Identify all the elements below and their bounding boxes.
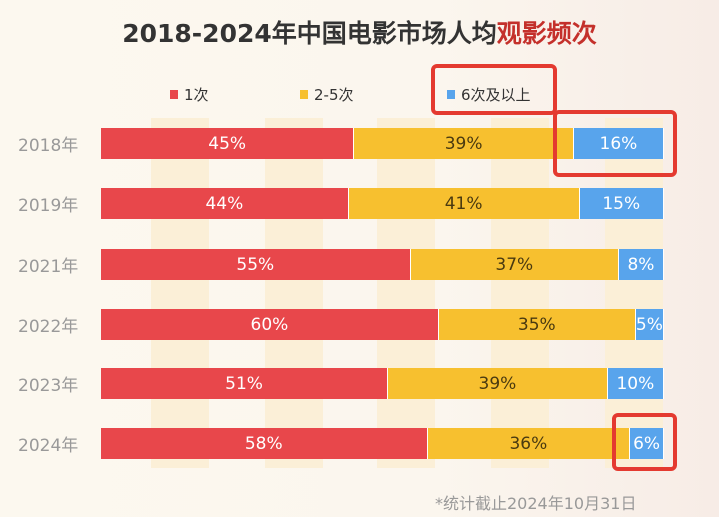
legend-swatch bbox=[300, 90, 308, 99]
bar-segment: 16% bbox=[573, 128, 664, 159]
bar-segment: 44% bbox=[101, 188, 349, 219]
legend-item: 1次 bbox=[170, 84, 209, 105]
bar-segment: 39% bbox=[388, 368, 608, 399]
bar-segment: 5% bbox=[635, 309, 664, 340]
bar-segment: 37% bbox=[410, 249, 619, 280]
y-tick-label: 2021年 bbox=[18, 257, 79, 277]
y-tick-label: 2023年 bbox=[18, 376, 79, 396]
bar-segment: 6% bbox=[630, 428, 664, 459]
highlight-box-legend bbox=[431, 64, 557, 115]
highlight-box-2018 bbox=[553, 110, 677, 177]
bar-segment: 8% bbox=[618, 249, 664, 280]
grid-band bbox=[491, 118, 549, 468]
grid-band bbox=[265, 118, 323, 468]
grid-band bbox=[151, 118, 209, 468]
bar-segment: 35% bbox=[438, 309, 636, 340]
y-tick-label: 2019年 bbox=[18, 196, 79, 216]
footnote: *统计截止2024年10月31日 bbox=[435, 494, 637, 513]
bar-segment: 39% bbox=[354, 128, 574, 159]
legend-label: 2-5次 bbox=[314, 86, 354, 104]
legend-label: 6次及以上 bbox=[461, 86, 531, 104]
bar-segment: 10% bbox=[607, 368, 664, 399]
highlight-box-2024 bbox=[612, 413, 677, 471]
legend: 1次 2-5次 6次及以上 bbox=[0, 84, 719, 104]
title-highlight: 观影频次 bbox=[496, 19, 597, 48]
y-tick-label: 2018年 bbox=[18, 136, 79, 156]
bar-segment: 60% bbox=[101, 309, 439, 340]
legend-swatch bbox=[447, 90, 455, 99]
bar-segment: 15% bbox=[579, 188, 664, 219]
grid-band bbox=[377, 118, 435, 468]
y-tick-label: 2022年 bbox=[18, 317, 79, 337]
bar-segment: 51% bbox=[101, 368, 389, 399]
legend-item: 2-5次 bbox=[300, 84, 354, 105]
y-tick-label: 2024年 bbox=[18, 436, 79, 456]
bar-segment: 41% bbox=[348, 188, 580, 219]
bar-segment: 55% bbox=[101, 249, 411, 280]
legend-swatch bbox=[170, 90, 178, 99]
legend-item: 6次及以上 bbox=[447, 84, 531, 105]
bar-segment: 36% bbox=[427, 428, 631, 459]
title-main: 2018-2024年中国电影市场人均 bbox=[122, 19, 497, 48]
bar-segment: 45% bbox=[101, 128, 355, 159]
legend-label: 1次 bbox=[184, 86, 209, 104]
bar-segment: 58% bbox=[101, 428, 428, 459]
chart-title: 2018-2024年中国电影市场人均观影频次 bbox=[0, 14, 719, 50]
